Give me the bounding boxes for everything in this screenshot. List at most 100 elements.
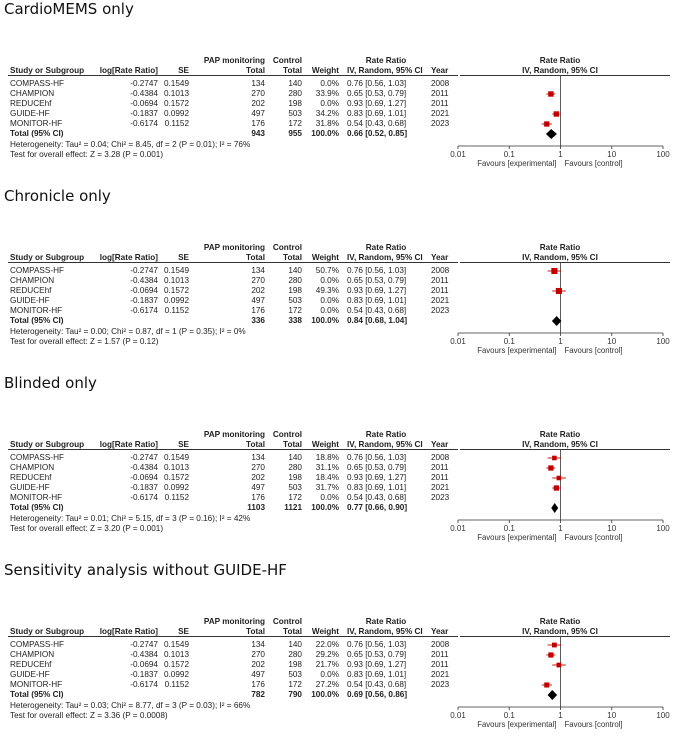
x-tick-label: 0.01 [450, 150, 466, 159]
study-name: CHAMPION [10, 463, 55, 472]
pap-total: 497 [251, 483, 265, 492]
x-tick-label: 0.1 [504, 150, 516, 159]
control-total: 140 [288, 453, 302, 462]
study-weight: 49.3% [315, 286, 339, 295]
rate-ratio-ci: 0.93 [0.69, 1.27] [347, 660, 407, 669]
panel-title: Sensitivity analysis without GUIDE-HF [4, 561, 287, 579]
total-label: Total (95% CI) [10, 129, 64, 138]
study-weight: 0.0% [320, 493, 339, 502]
header-log-rate-ratio: log[Rate Ratio] [99, 627, 158, 636]
log-rate-ratio: -0.0694 [130, 473, 158, 482]
control-total: 198 [288, 660, 302, 669]
pap-total: 202 [251, 286, 265, 295]
header-control-total: Total [283, 66, 302, 75]
standard-error: 0.0992 [163, 296, 189, 305]
study-weight: 18.8% [315, 453, 339, 462]
pap-total: 134 [251, 453, 265, 462]
standard-error: 0.1572 [163, 286, 189, 295]
study-weight: 31.1% [315, 463, 339, 472]
study-weight: 0.0% [320, 276, 339, 285]
total-control: 338 [288, 316, 302, 325]
heterogeneity-stats: Heterogeneity: Tau² = 0.01; Chi² = 5.15,… [10, 514, 251, 523]
rate-ratio-ci: 0.93 [0.69, 1.27] [347, 473, 407, 482]
header-rate-ratio: Rate Ratio [365, 243, 407, 252]
favours-control-label: Favours [control] [565, 159, 623, 168]
total-weight: 100.0% [311, 690, 339, 699]
log-rate-ratio: -0.1837 [130, 296, 158, 305]
study-weight: 27.2% [315, 680, 339, 689]
header-study: Study or Subgroup [10, 253, 85, 262]
log-rate-ratio: -0.1837 [130, 109, 158, 118]
standard-error: 0.1549 [163, 640, 189, 649]
header-plot-rate-ratio: Rate Ratio [539, 617, 581, 626]
control-total: 280 [288, 463, 302, 472]
header-year: Year [431, 627, 449, 636]
log-rate-ratio: -0.6174 [130, 493, 158, 502]
x-tick-label: 1 [558, 524, 563, 533]
forest-panel: CardioMEMS only PAP monitoring Control Rate… [0, 0, 685, 187]
rate-ratio-ci: 0.76 [0.56, 1.03] [347, 266, 407, 275]
study-year: 2023 [431, 680, 450, 689]
overall-effect-test: Test for overall effect: Z = 1.57 (P = 0… [10, 337, 159, 346]
favours-experimental-label: Favours [experimental] [477, 346, 556, 355]
x-tick-label: 10 [607, 711, 616, 720]
rate-ratio-ci: 0.83 [0.69, 1.01] [347, 483, 407, 492]
study-name: CHAMPION [10, 276, 55, 285]
study-name: COMPASS-HF [10, 453, 64, 462]
header-year: Year [431, 253, 449, 262]
heterogeneity-stats: Heterogeneity: Tau² = 0.00; Chi² = 0.87,… [10, 327, 246, 336]
control-total: 198 [288, 286, 302, 295]
standard-error: 0.1152 [164, 493, 189, 502]
standard-error: 0.1013 [163, 276, 189, 285]
x-tick-label: 0.01 [450, 337, 466, 346]
header-pap-monitoring: PAP monitoring [203, 243, 265, 252]
header-pap-total: Total [246, 440, 265, 449]
study-weight: 22.0% [315, 640, 339, 649]
study-weight: 31.8% [315, 119, 339, 128]
rate-ratio-ci: 0.93 [0.69, 1.27] [347, 286, 407, 295]
study-year: 2008 [431, 266, 450, 275]
study-estimate-square [548, 652, 554, 658]
x-tick-label: 0.01 [450, 711, 466, 720]
log-rate-ratio: -0.4384 [130, 650, 158, 659]
study-name: GUIDE-HF [10, 670, 50, 679]
study-name: MONITOR-HF [10, 119, 63, 128]
favours-control-label: Favours [control] [565, 720, 623, 729]
study-estimate-square [548, 465, 554, 471]
standard-error: 0.1572 [163, 473, 189, 482]
rate-ratio-ci: 0.65 [0.53, 0.79] [347, 276, 407, 285]
header-rr-method: IV, Random, 95% CI [347, 253, 423, 262]
header-rr-method: IV, Random, 95% CI [347, 440, 423, 449]
study-weight: 21.7% [315, 660, 339, 669]
study-weight: 0.0% [320, 296, 339, 305]
study-estimate-square [544, 121, 550, 127]
log-rate-ratio: -0.2747 [130, 453, 158, 462]
pooled-estimate-diamond [545, 129, 557, 139]
study-weight: 34.2% [315, 109, 339, 118]
study-weight: 0.0% [320, 670, 339, 679]
favours-experimental-label: Favours [experimental] [477, 159, 556, 168]
pooled-estimate-diamond [547, 690, 558, 700]
header-control: Control [272, 243, 302, 252]
total-control: 790 [288, 690, 302, 699]
log-rate-ratio: -0.4384 [130, 89, 158, 98]
total-weight: 100.0% [311, 503, 339, 512]
study-year: 2023 [431, 306, 450, 315]
study-year: 2023 [431, 493, 450, 502]
study-estimate-square [548, 91, 554, 97]
panel-title: Chronicle only [4, 187, 111, 205]
total-rate-ratio-ci: 0.84 [0.68, 1.04] [347, 316, 408, 325]
header-plot-method: IV, Random, 95% CI [522, 440, 598, 449]
header-study: Study or Subgroup [10, 66, 85, 75]
pap-total: 202 [251, 99, 265, 108]
standard-error: 0.1013 [163, 89, 189, 98]
x-tick-label: 1 [558, 150, 563, 159]
header-control-total: Total [283, 440, 302, 449]
standard-error: 0.1152 [164, 680, 189, 689]
study-name: REDUCEhf [10, 99, 52, 108]
study-weight: 0.0% [320, 79, 339, 88]
study-year: 2021 [431, 483, 450, 492]
x-tick-label: 100 [656, 150, 670, 159]
standard-error: 0.0992 [163, 670, 189, 679]
forest-panel: Chronicle only PAP monitoring Control Rate … [0, 187, 685, 374]
